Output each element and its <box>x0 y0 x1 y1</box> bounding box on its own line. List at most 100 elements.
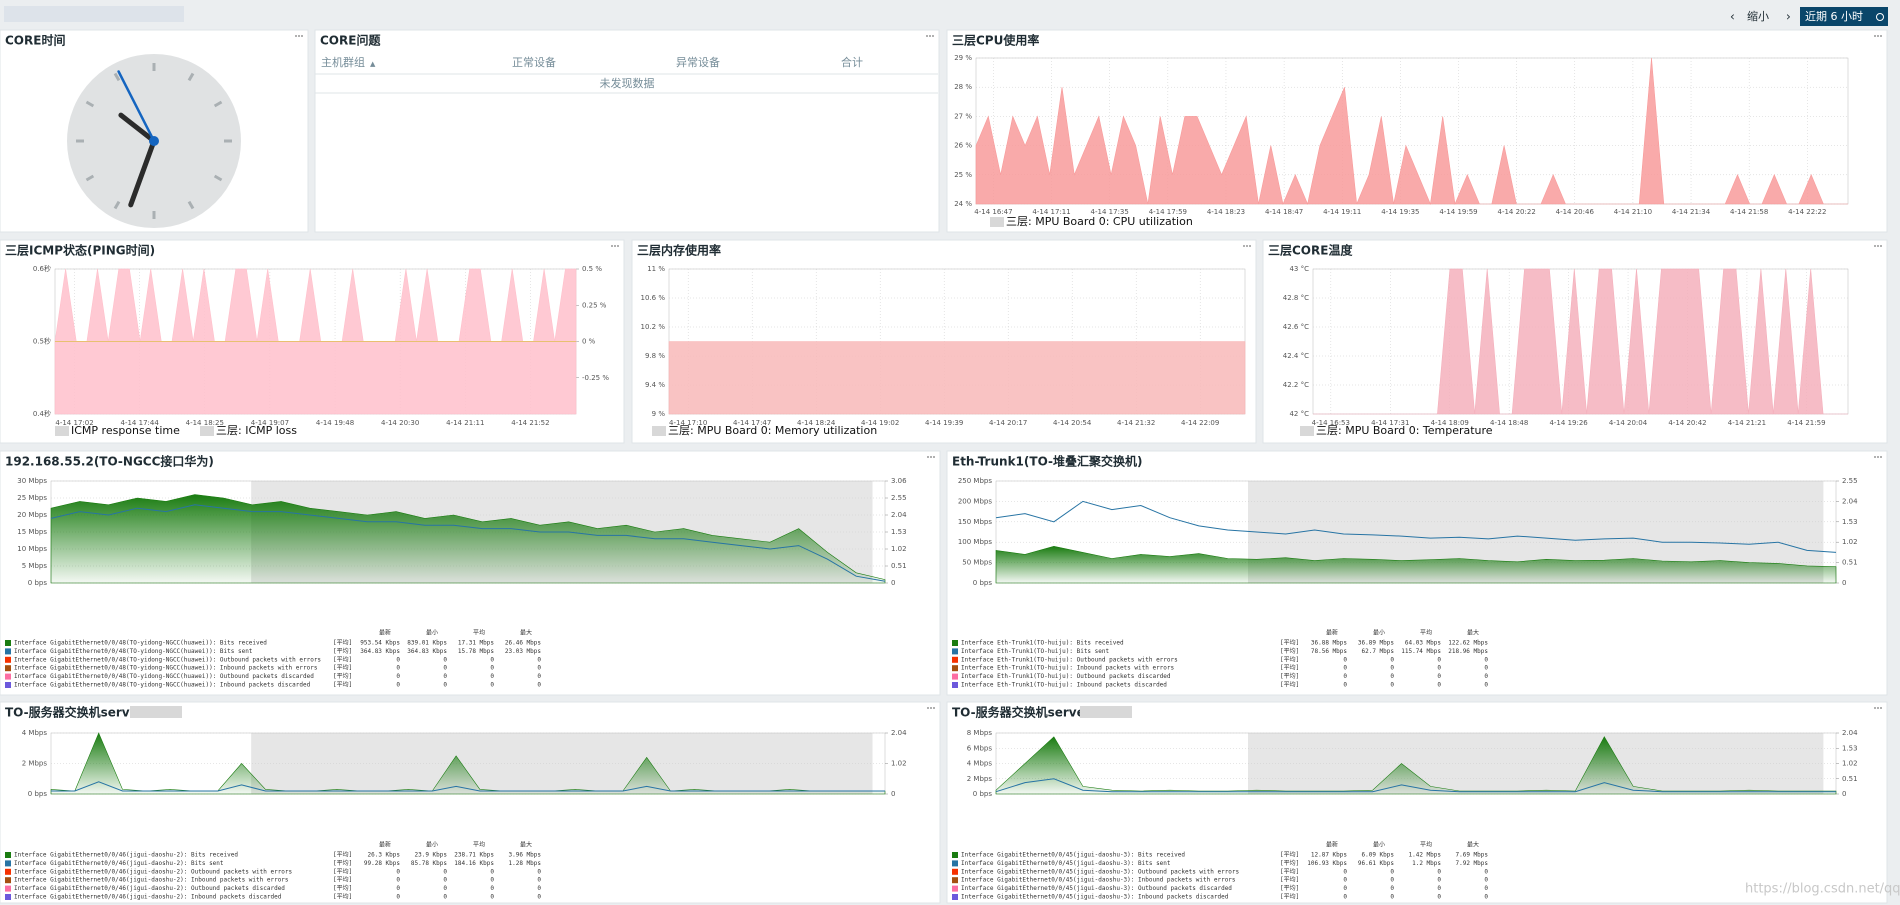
legend-tag: [平均] <box>1280 884 1299 892</box>
legend-stat: 85.78 Kbps <box>411 860 448 867</box>
period-label[interactable]: 近期 6 小时 <box>1805 10 1863 23</box>
y-tick-label: 9 % <box>652 410 666 418</box>
prev-arrow[interactable]: ‹ <box>1730 10 1735 24</box>
y-tick-label: 6 Mbps <box>967 744 993 752</box>
series-line <box>995 778 1836 793</box>
legend-stat: 96.61 Kbps <box>1358 860 1395 867</box>
legend-stat: 0 <box>1390 682 1394 689</box>
widget-menu-dot <box>930 456 932 458</box>
legend-header: 最新 <box>1326 841 1338 849</box>
legend-header: 最新 <box>379 841 391 849</box>
legend-label: Interface GigabitEthernet0/0/45(jigui-da… <box>961 852 1185 859</box>
legend-label: Interface Eth-Trunk1(TO-huiju): Inbound … <box>961 665 1175 672</box>
x-tick-label: 4-14 20:42 <box>1668 419 1706 427</box>
legend-label: Interface GigabitEthernet0/0/46(jigui-da… <box>14 868 293 875</box>
legend-stat: 0 <box>1343 682 1347 689</box>
widget-menu-dot <box>614 245 616 247</box>
x-tick-label: 4-14 17:02 <box>55 419 93 427</box>
legend-swatch <box>952 894 958 900</box>
zoom-out[interactable]: 缩小 <box>1747 10 1769 23</box>
y2-tick-label: 1.53 <box>891 528 907 536</box>
clock-tick <box>85 100 95 108</box>
legend-swatch <box>952 673 958 680</box>
widget-menu-dot <box>927 456 929 458</box>
legend-label: 三层: MPU Board 0: Temperature <box>1316 424 1493 437</box>
legend-tag: [平均] <box>1280 639 1299 647</box>
legend-tag: [平均] <box>333 867 352 875</box>
legend-stat: 0 <box>490 673 494 680</box>
y2-tick-label: 3.06 <box>891 477 907 485</box>
widget-menu-dot <box>1243 245 1245 247</box>
legend-swatch <box>5 648 11 655</box>
legend-stat: 953.54 Kbps <box>360 640 400 647</box>
y-tick-label: 0.6秒 <box>33 264 51 273</box>
sort-arrow: ▲ <box>370 60 376 68</box>
y-tick-label: 5 Mbps <box>22 562 48 570</box>
legend-tag: [平均] <box>333 639 352 647</box>
legend-label: Interface GigabitEthernet0/0/46(jigui-da… <box>14 877 289 884</box>
widget-menu-dot <box>930 707 932 709</box>
widget-title: 三层CPU使用率 <box>952 33 1039 48</box>
widget-menu-dot <box>1877 707 1879 709</box>
y-tick-label: 30 Mbps <box>17 477 47 485</box>
widget-title: Eth-Trunk1(TO-堆叠汇聚交换机) <box>952 454 1142 469</box>
widget-title: 三层内存使用率 <box>637 243 721 258</box>
legend-swatch <box>952 852 958 858</box>
y-tick-label: 10.2 % <box>641 323 666 331</box>
legend-header: 最大 <box>1467 841 1479 849</box>
legend-swatch <box>5 885 11 892</box>
legend-tag: [平均] <box>333 655 352 663</box>
y-tick-label: 27 % <box>954 112 972 120</box>
legend-stat: 0 <box>1437 885 1441 892</box>
legend-stat: 0 <box>443 673 447 680</box>
legend-swatch <box>952 665 958 672</box>
period-button[interactable] <box>1800 7 1888 26</box>
top-bar <box>0 0 1900 30</box>
legend-stat: 0 <box>396 877 400 884</box>
widget-title: CORE问题 <box>320 33 381 48</box>
y2-tick-label: -0.25 % <box>582 374 609 382</box>
legend-label: Interface GigabitEthernet0/0/48(TO-yidon… <box>14 682 311 689</box>
widget-menu-dot <box>1880 456 1882 458</box>
legend-tag: [平均] <box>1280 859 1299 867</box>
blurred-text <box>130 706 182 718</box>
x-tick-label: 4-14 17:44 <box>121 419 160 427</box>
legend-header: 最小 <box>426 841 438 849</box>
legend-stat: 0 <box>1484 656 1488 663</box>
legend-label: Interface GigabitEthernet0/0/46(jigui-da… <box>14 852 238 859</box>
series-line <box>995 500 1837 553</box>
legend-stat: 15.78 Mbps <box>458 648 495 655</box>
series-area <box>668 341 1246 415</box>
y-tick-label: 8 Mbps <box>967 729 993 737</box>
legend-stat: 0 <box>1390 868 1394 875</box>
legend-header: 最大 <box>1467 629 1479 637</box>
empty-message: 未发现数据 <box>600 76 655 90</box>
column-header: 合计 <box>841 55 863 69</box>
x-tick-label: 4-14 20:22 <box>1497 208 1535 216</box>
widget-menu-dot <box>611 245 613 247</box>
legend-swatch <box>5 665 11 672</box>
y-tick-label: 42.2 °C <box>1283 381 1309 389</box>
y2-tick-label: 2.04 <box>1842 497 1858 505</box>
clock-icon <box>1876 13 1884 21</box>
legend-stat: 0 <box>1390 885 1394 892</box>
legend-stat: 0 <box>443 665 447 672</box>
widget-title: 三层ICMP状态(PING时间) <box>5 243 155 258</box>
legend-stat: 218.96 Mbps <box>1448 648 1488 655</box>
y2-tick-label: 2.55 <box>1842 477 1858 485</box>
x-tick-label: 4-14 19:02 <box>861 419 899 427</box>
next-arrow[interactable]: › <box>1786 10 1791 24</box>
x-tick-label: 4-14 21:32 <box>1117 419 1155 427</box>
y-tick-label: 9.4 % <box>645 381 665 389</box>
legend-swatch <box>55 426 69 436</box>
x-tick-label: 4-14 17:35 <box>1091 208 1129 216</box>
legend-stat: 0 <box>537 665 541 672</box>
x-tick-label: 4-14 19:35 <box>1381 208 1419 216</box>
x-tick-label: 4-14 20:17 <box>989 419 1027 427</box>
legend-tag: [平均] <box>333 851 352 859</box>
legend-stat: 3.96 Mbps <box>508 852 541 859</box>
legend-stat: 7.92 Mbps <box>1455 860 1488 867</box>
legend-stat: 0 <box>443 885 447 892</box>
legend-label: Interface GigabitEthernet0/0/45(jigui-da… <box>961 885 1232 892</box>
series-area <box>50 494 886 584</box>
